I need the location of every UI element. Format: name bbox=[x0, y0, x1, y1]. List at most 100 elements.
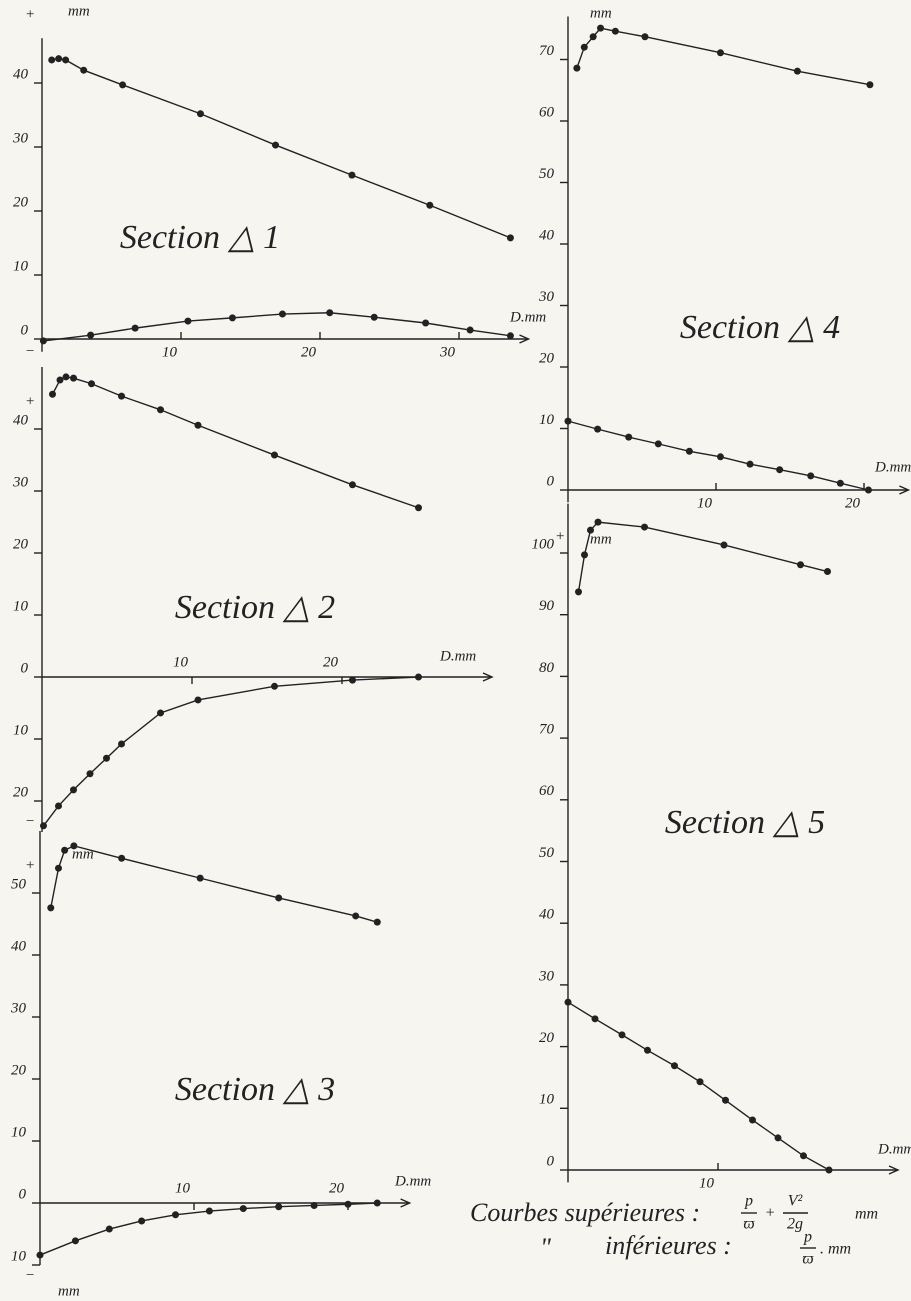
note-lower-label: inférieures : bbox=[605, 1231, 732, 1260]
data-point bbox=[422, 319, 430, 327]
chart-title: Section △ 2 bbox=[175, 589, 335, 626]
data-line bbox=[43, 312, 511, 342]
data-point bbox=[373, 918, 381, 926]
data-point bbox=[564, 417, 572, 425]
y-tick-label: 70 bbox=[539, 722, 555, 738]
data-point bbox=[157, 709, 164, 717]
data-point bbox=[746, 460, 754, 468]
minus-sign: − bbox=[25, 343, 35, 359]
x-tick-label: 20 bbox=[323, 654, 339, 670]
data-point bbox=[776, 466, 784, 474]
y-tick-label: 80 bbox=[539, 660, 555, 676]
data-point bbox=[696, 1078, 704, 1086]
data-point bbox=[720, 541, 728, 549]
data-point bbox=[370, 313, 378, 321]
data-point bbox=[373, 1199, 381, 1207]
y-tick-label: 100 bbox=[532, 536, 555, 552]
x-axis-arrow bbox=[899, 485, 911, 495]
note-den: ϖ bbox=[743, 1216, 755, 1233]
plus-sign: + bbox=[25, 393, 35, 409]
data-point bbox=[196, 110, 204, 118]
data-line bbox=[50, 845, 378, 923]
data-point bbox=[80, 66, 88, 74]
data-point bbox=[749, 1116, 756, 1124]
data-point bbox=[589, 33, 597, 41]
data-point bbox=[196, 874, 204, 882]
y-tick-label: 60 bbox=[539, 104, 555, 120]
note-unit: mm bbox=[855, 1206, 878, 1223]
note-plus: + bbox=[765, 1205, 776, 1222]
data-point bbox=[86, 770, 94, 778]
x-tick-label: 10 bbox=[697, 495, 713, 511]
data-point bbox=[866, 81, 874, 89]
data-point bbox=[344, 1200, 352, 1208]
note-num: p bbox=[803, 1229, 812, 1246]
data-point bbox=[70, 374, 77, 382]
y-unit: mm bbox=[590, 5, 612, 21]
data-point bbox=[807, 472, 815, 480]
x-axis-arrow bbox=[519, 334, 531, 344]
y-tick-label: 30 bbox=[10, 1000, 27, 1016]
data-point bbox=[39, 337, 47, 345]
minus-sign: − bbox=[25, 813, 35, 829]
data-point bbox=[172, 1211, 180, 1219]
data-line bbox=[51, 376, 419, 509]
x-tick-label: 10 bbox=[173, 654, 189, 670]
y-tick-label: 50 bbox=[539, 845, 555, 861]
y-tick-label: 10 bbox=[13, 722, 29, 738]
data-point bbox=[36, 1251, 44, 1259]
x-tick-label: 10 bbox=[162, 344, 178, 360]
data-line bbox=[576, 27, 871, 86]
data-point bbox=[641, 523, 648, 531]
data-point bbox=[55, 802, 62, 810]
y-tick-label: 90 bbox=[539, 598, 555, 614]
data-point bbox=[271, 451, 278, 459]
data-point bbox=[87, 331, 95, 339]
x-tick-label: 20 bbox=[301, 344, 317, 360]
y-tick-label: 0 bbox=[21, 660, 29, 676]
y-unit: mm bbox=[590, 531, 612, 547]
data-line bbox=[577, 521, 828, 592]
y-unit: mm bbox=[58, 1283, 80, 1299]
y-tick-label: 0 bbox=[21, 322, 29, 338]
y-unit: mm bbox=[68, 3, 90, 19]
y-unit: mm bbox=[72, 846, 94, 862]
data-point bbox=[591, 1015, 599, 1023]
y-tick-label: 40 bbox=[11, 938, 27, 954]
note-unit: . mm bbox=[820, 1241, 851, 1258]
data-point bbox=[415, 673, 422, 681]
data-point bbox=[48, 56, 56, 64]
x-tick-label: 10 bbox=[699, 1175, 715, 1191]
data-point bbox=[864, 486, 872, 494]
y-tick-label: 20 bbox=[539, 350, 555, 366]
plus-sign: + bbox=[25, 6, 35, 22]
x-tick-label: 20 bbox=[329, 1180, 345, 1196]
y-tick-label: 0 bbox=[547, 1153, 555, 1169]
x-axis-label: D.mm bbox=[874, 459, 911, 475]
data-point bbox=[722, 1096, 729, 1104]
data-point bbox=[275, 894, 283, 902]
data-point bbox=[70, 786, 77, 794]
y-tick-label: 50 bbox=[539, 166, 555, 182]
x-axis-arrow bbox=[400, 1198, 412, 1208]
note-den: 2g bbox=[787, 1216, 803, 1233]
data-line bbox=[51, 57, 511, 239]
data-point bbox=[654, 440, 662, 448]
y-tick-label: 10 bbox=[11, 1248, 27, 1264]
data-point bbox=[774, 1134, 782, 1142]
data-point bbox=[157, 406, 164, 414]
data-point bbox=[49, 390, 56, 398]
data-point bbox=[825, 1166, 833, 1174]
chart-title: Section △ 5 bbox=[665, 804, 825, 841]
data-point bbox=[797, 561, 804, 569]
data-point bbox=[506, 234, 514, 242]
y-tick-label: 10 bbox=[539, 1092, 555, 1108]
note-ditto: " bbox=[540, 1233, 551, 1262]
data-point bbox=[205, 1207, 213, 1215]
y-tick-label: 30 bbox=[538, 289, 555, 305]
data-point bbox=[618, 1031, 626, 1039]
data-point bbox=[685, 447, 693, 455]
y-tick-label: 20 bbox=[13, 194, 29, 210]
data-point bbox=[55, 55, 63, 63]
